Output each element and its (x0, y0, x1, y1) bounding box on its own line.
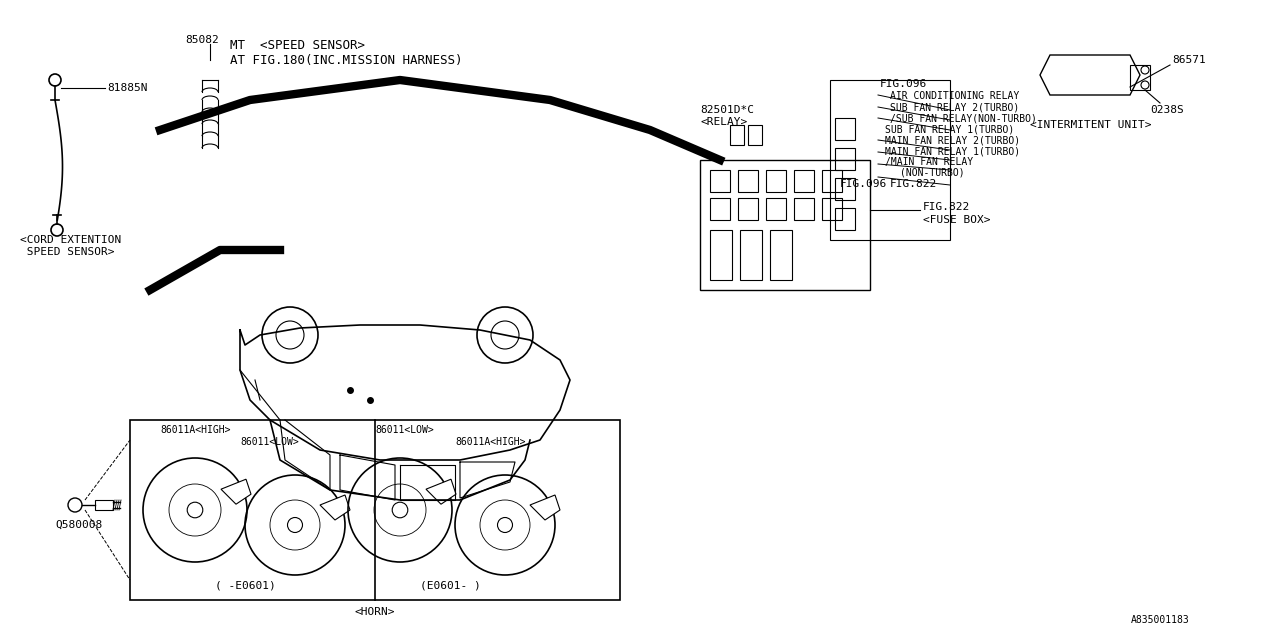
Text: 0238S: 0238S (1149, 105, 1184, 115)
Bar (730, 125, 744, 145)
Text: SUB FAN RELAY 1(TURBO): SUB FAN RELAY 1(TURBO) (884, 124, 1014, 134)
Text: MAIN FAN RELAY 2(TURBO): MAIN FAN RELAY 2(TURBO) (884, 135, 1020, 145)
Text: SUB FAN RELAY 2(TURBO): SUB FAN RELAY 2(TURBO) (890, 102, 1019, 112)
Bar (710, 170, 730, 192)
Bar (835, 178, 855, 200)
Bar (1130, 65, 1149, 90)
Text: 85082: 85082 (186, 35, 219, 45)
Text: <HORN>: <HORN> (355, 607, 396, 617)
Text: 86011A<HIGH>: 86011A<HIGH> (454, 437, 526, 447)
Text: FIG.822: FIG.822 (923, 202, 970, 212)
Text: (NON-TURBO): (NON-TURBO) (900, 167, 965, 177)
Bar (710, 230, 732, 280)
Text: 81885N: 81885N (108, 83, 147, 93)
Text: MAIN FAN RELAY 1(TURBO): MAIN FAN RELAY 1(TURBO) (884, 146, 1020, 156)
Text: FIG.822: FIG.822 (890, 179, 937, 189)
Polygon shape (320, 495, 349, 520)
Bar (131, 420, 620, 600)
Bar (771, 230, 792, 280)
Text: <FUSE BOX>: <FUSE BOX> (923, 215, 991, 225)
Bar (95, 500, 113, 510)
Text: /SUB FAN RELAY(NON-TURBO): /SUB FAN RELAY(NON-TURBO) (890, 113, 1037, 123)
Bar (765, 198, 786, 220)
Bar (739, 170, 758, 192)
Bar (700, 160, 870, 290)
Bar (835, 208, 855, 230)
Bar (794, 198, 814, 220)
Text: SPEED SENSOR>: SPEED SENSOR> (20, 247, 114, 257)
Bar (835, 148, 855, 170)
Text: 86011<LOW>: 86011<LOW> (375, 425, 434, 435)
Bar (822, 198, 842, 220)
Bar (829, 80, 950, 240)
Text: 82501D*C: 82501D*C (700, 105, 754, 115)
Bar (748, 125, 762, 145)
Bar (822, 170, 842, 192)
Bar (739, 198, 758, 220)
Text: <RELAY>: <RELAY> (700, 117, 748, 127)
Text: AIR CONDITIONING RELAY: AIR CONDITIONING RELAY (890, 91, 1019, 101)
Text: FIG.096: FIG.096 (881, 79, 927, 89)
Polygon shape (426, 479, 456, 504)
Text: AT FIG.180(INC.MISSION HARNESS): AT FIG.180(INC.MISSION HARNESS) (230, 54, 462, 67)
Polygon shape (221, 479, 251, 504)
Text: Q580008: Q580008 (55, 520, 102, 530)
Bar (765, 170, 786, 192)
Bar (710, 198, 730, 220)
Text: A835001183: A835001183 (1132, 615, 1190, 625)
Text: 86011<LOW>: 86011<LOW> (241, 437, 298, 447)
Text: /MAIN FAN RELAY: /MAIN FAN RELAY (884, 157, 973, 167)
Text: 86011A<HIGH>: 86011A<HIGH> (160, 425, 230, 435)
Bar (794, 170, 814, 192)
Text: <INTERMITENT UNIT>: <INTERMITENT UNIT> (1030, 120, 1152, 130)
Text: ( -E0601): ( -E0601) (215, 580, 275, 590)
Bar (835, 118, 855, 140)
Polygon shape (530, 495, 561, 520)
Bar (740, 230, 762, 280)
Text: 86571: 86571 (1172, 55, 1206, 65)
Text: MT  <SPEED SENSOR>: MT <SPEED SENSOR> (230, 38, 365, 51)
Polygon shape (1039, 55, 1140, 95)
Text: FIG.096: FIG.096 (840, 179, 887, 189)
Text: <CORD EXTENTION: <CORD EXTENTION (20, 235, 122, 245)
Text: (E0601- ): (E0601- ) (420, 580, 481, 590)
